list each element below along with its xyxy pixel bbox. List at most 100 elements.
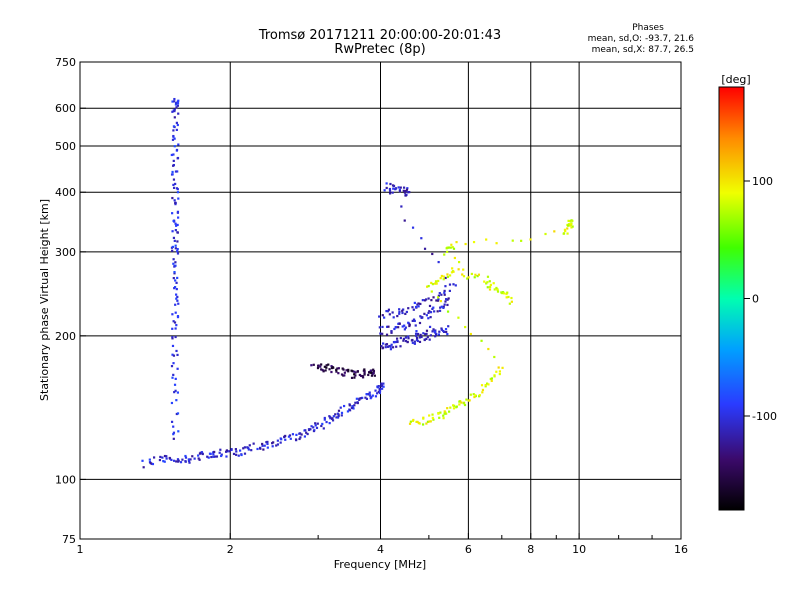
data-point [173,145,176,148]
data-point [385,309,388,313]
data-point [170,458,173,461]
data-point [256,447,259,451]
data-point [403,191,407,194]
data-point [493,355,496,359]
data-point [464,242,467,246]
data-point [176,210,180,213]
data-point [246,446,249,449]
data-point [275,444,278,447]
data-point [411,306,414,309]
data-point [288,434,292,437]
data-point [174,222,177,225]
data-point [172,320,175,323]
data-point [355,397,358,400]
data-point [404,194,407,197]
data-point [163,454,167,458]
data-point [508,302,511,305]
data-point [172,164,175,167]
data-point [174,182,177,186]
y-tick-label: 500 [55,140,76,153]
data-point [172,459,176,462]
data-point [353,404,356,407]
data-point [374,389,377,392]
data-point [174,335,177,339]
data-point [336,412,339,415]
data-point [457,316,460,319]
data-point [507,295,510,299]
data-point [405,310,408,314]
data-point [172,276,175,280]
data-point [298,437,301,441]
legend-line-o: mean, sd,O: -93.7, 21.6 [588,34,695,44]
data-point [439,277,442,280]
data-point [446,407,449,410]
data-point [172,125,176,128]
y-tick-label: 750 [55,56,76,69]
data-point [571,225,574,228]
data-point [488,280,491,283]
data-point [343,374,346,377]
data-point [452,407,456,410]
data-point [505,292,508,296]
data-point [404,336,407,339]
data-point [175,101,178,105]
data-point [176,295,179,299]
data-point [452,270,455,273]
data-point [262,448,265,451]
data-point [472,393,475,396]
data-point [284,434,287,438]
data-point [197,457,200,460]
data-point [328,368,331,371]
y-tick-label: 600 [55,102,76,115]
data-point [300,433,303,436]
data-point [425,332,428,335]
data-point [353,373,356,376]
data-point [416,339,419,343]
data-point [213,450,216,454]
data-point [309,428,312,431]
data-point [566,232,569,235]
data-point [175,187,179,190]
data-point [378,389,382,393]
data-point [328,422,331,425]
data-point [563,228,567,231]
data-point [212,455,215,458]
data-point [173,109,176,113]
data-point [452,283,455,286]
data-point [428,420,431,423]
data-point [417,421,420,425]
data-point [481,388,485,392]
data-point [332,366,335,369]
data-point [485,238,488,241]
data-point [416,332,420,336]
data-point [266,440,269,444]
data-point [564,229,567,233]
data-point [228,450,231,453]
data-point [176,100,179,103]
data-point [370,374,374,377]
data-point [415,338,419,341]
data-point [397,322,400,325]
data-point [173,97,176,101]
data-point [444,327,448,331]
data-point [388,189,392,192]
data-point [171,230,174,233]
data-point [239,449,242,452]
data-point [468,399,471,402]
data-point [391,311,394,314]
data-point [175,399,178,402]
data-point [353,370,356,373]
data-point [346,410,350,413]
data-point [319,365,322,368]
data-point [485,282,488,285]
data-point [399,345,402,348]
data-point [477,273,481,276]
data-point [465,398,468,401]
data-point [437,260,440,264]
data-point [276,439,279,442]
data-point [439,411,442,414]
data-point [570,226,573,229]
data-point [171,245,174,249]
data-point [443,303,446,306]
data-point [418,340,422,344]
